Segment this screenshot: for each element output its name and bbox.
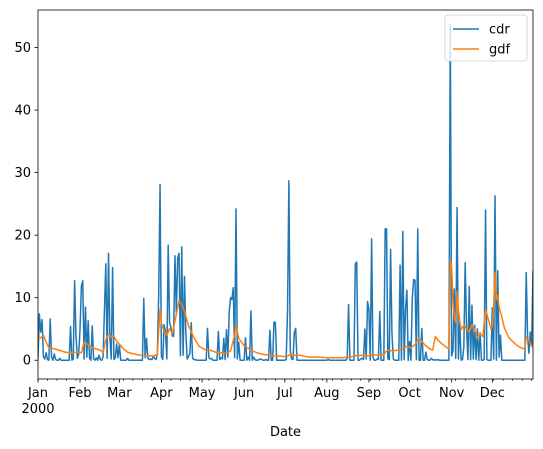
x-tick-label: Jul bbox=[276, 386, 293, 401]
x-tick-label: Feb bbox=[69, 386, 92, 401]
y-tick-label: 50 bbox=[14, 41, 31, 56]
axes-frame bbox=[37, 9, 534, 380]
legend: cdr gdf bbox=[444, 14, 528, 62]
x-tick-label: Sep bbox=[357, 386, 382, 401]
series-line-gdf bbox=[38, 259, 533, 359]
legend-label-gdf: gdf bbox=[489, 43, 511, 58]
series-line-cdr bbox=[38, 23, 533, 361]
x-tick-label: Mar bbox=[107, 386, 132, 401]
x-tick-label: Jan bbox=[27, 386, 48, 401]
x-tick-label: Apr bbox=[150, 386, 173, 401]
legend-box bbox=[444, 14, 528, 62]
x-tick-label: Dec bbox=[480, 386, 505, 401]
x-tick-year-label: 2000 bbox=[21, 402, 54, 417]
x-axis-label: Date bbox=[270, 425, 301, 440]
x-tick-label: Oct bbox=[398, 386, 420, 401]
x-tick-label: May bbox=[189, 386, 216, 401]
y-tick-label: 20 bbox=[14, 229, 31, 244]
legend-label-cdr: cdr bbox=[489, 23, 510, 38]
y-tick-label: 10 bbox=[14, 291, 31, 306]
x-tick-label: Jun bbox=[233, 386, 254, 401]
series-layer bbox=[38, 23, 533, 361]
y-tick-label: 30 bbox=[14, 166, 31, 181]
x-tick-label: Nov bbox=[439, 386, 465, 401]
y-tick-label: 40 bbox=[14, 104, 31, 119]
x-tick-label: Aug bbox=[314, 386, 339, 401]
y-tick-label: 0 bbox=[23, 354, 31, 369]
